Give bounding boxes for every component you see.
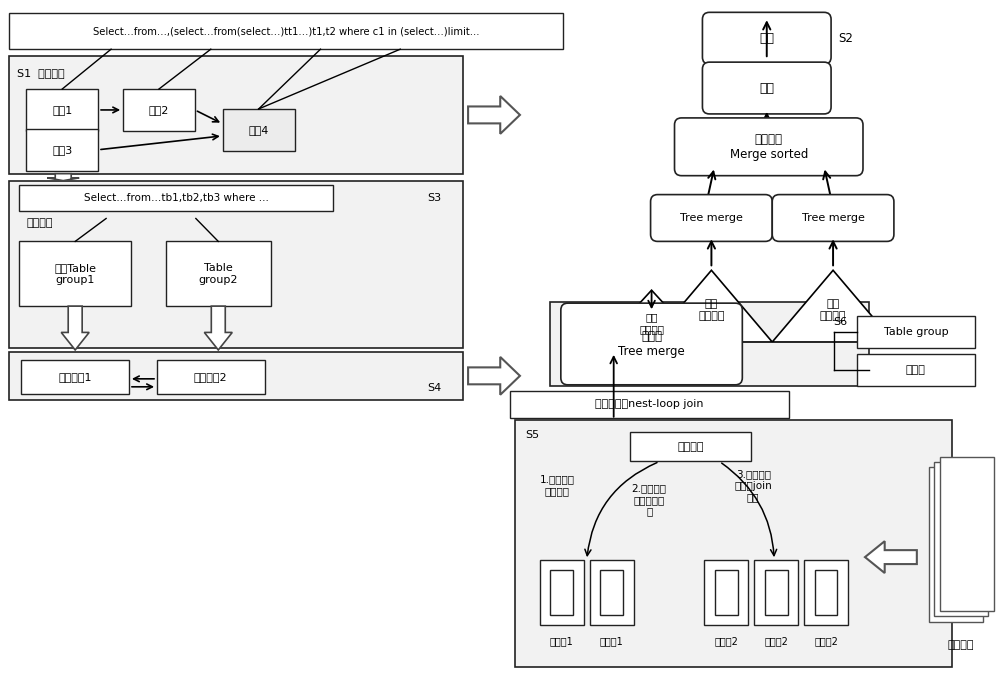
FancyBboxPatch shape — [166, 241, 271, 306]
FancyBboxPatch shape — [702, 12, 831, 64]
Text: 数据节点2: 数据节点2 — [194, 372, 228, 382]
FancyBboxPatch shape — [123, 89, 195, 131]
Text: S3: S3 — [427, 193, 441, 203]
Text: 分片表2: 分片表2 — [714, 636, 738, 645]
FancyBboxPatch shape — [223, 109, 295, 151]
Text: 3.分布式并
行技术join
结果: 3.分布式并 行技术join 结果 — [734, 469, 772, 502]
FancyBboxPatch shape — [550, 570, 573, 615]
FancyBboxPatch shape — [675, 118, 863, 176]
Text: 分片表2: 分片表2 — [814, 636, 838, 645]
Polygon shape — [597, 290, 706, 350]
FancyBboxPatch shape — [857, 316, 975, 348]
FancyBboxPatch shape — [9, 180, 463, 348]
FancyBboxPatch shape — [929, 467, 983, 622]
FancyBboxPatch shape — [515, 420, 952, 666]
FancyBboxPatch shape — [9, 352, 463, 400]
FancyBboxPatch shape — [600, 570, 623, 615]
Text: S2: S2 — [839, 32, 853, 45]
FancyBboxPatch shape — [19, 184, 333, 211]
FancyBboxPatch shape — [765, 570, 788, 615]
Text: S6: S6 — [833, 317, 847, 327]
Text: 发送: 发送 — [759, 32, 774, 45]
FancyBboxPatch shape — [704, 560, 748, 625]
FancyBboxPatch shape — [715, 570, 738, 615]
Polygon shape — [865, 541, 917, 573]
Text: S1  并行执行: S1 并行执行 — [17, 68, 65, 78]
Text: 分片表2: 分片表2 — [764, 636, 788, 645]
Text: 调度节点: 调度节点 — [677, 441, 704, 452]
Text: 2.按需分布
挡动最小数
据: 2.按需分布 挡动最小数 据 — [632, 483, 667, 517]
FancyBboxPatch shape — [26, 89, 98, 131]
Text: Tree merge: Tree merge — [802, 213, 865, 223]
Text: 子树
执行计划: 子树 执行计划 — [820, 299, 846, 321]
FancyBboxPatch shape — [940, 456, 994, 611]
FancyBboxPatch shape — [754, 560, 798, 625]
FancyBboxPatch shape — [934, 462, 988, 616]
FancyBboxPatch shape — [26, 129, 98, 171]
Text: S4: S4 — [427, 383, 441, 393]
Text: 子树
执行计划: 子树 执行计划 — [639, 313, 664, 334]
FancyBboxPatch shape — [815, 570, 837, 615]
FancyBboxPatch shape — [561, 303, 742, 385]
Text: Tree merge: Tree merge — [680, 213, 743, 223]
FancyBboxPatch shape — [540, 560, 584, 625]
FancyBboxPatch shape — [9, 14, 563, 49]
Text: 子協3: 子協3 — [52, 145, 72, 155]
Text: 表组Table
group1: 表组Table group1 — [54, 263, 96, 285]
FancyBboxPatch shape — [510, 391, 789, 418]
Polygon shape — [599, 418, 629, 419]
Text: 常量尼: 常量尼 — [906, 365, 926, 375]
FancyBboxPatch shape — [21, 360, 129, 394]
FancyBboxPatch shape — [630, 432, 751, 462]
FancyBboxPatch shape — [157, 360, 265, 394]
Polygon shape — [47, 174, 79, 180]
Text: Table
group2: Table group2 — [199, 263, 238, 285]
Text: 分片表1: 分片表1 — [600, 636, 624, 645]
Polygon shape — [468, 357, 520, 395]
FancyBboxPatch shape — [590, 560, 634, 625]
Text: Select…from…,(select…from(select…)tt1…)t1,t2 where c1 in (select…)limit...: Select…from…,(select…from(select…)tt1…)t… — [93, 26, 479, 36]
Text: 子協1: 子協1 — [52, 105, 72, 115]
Polygon shape — [468, 96, 520, 134]
Text: 合并排序
Merge sorted: 合并排序 Merge sorted — [730, 133, 808, 161]
Text: 临时表池: 临时表池 — [948, 640, 974, 650]
Polygon shape — [61, 306, 89, 350]
Text: Table group: Table group — [884, 327, 948, 337]
FancyBboxPatch shape — [651, 195, 772, 241]
Text: 可以合并: 可以合并 — [26, 218, 53, 228]
Polygon shape — [204, 306, 232, 350]
Polygon shape — [772, 271, 894, 342]
Text: 子協2: 子協2 — [149, 105, 169, 115]
Text: 数据节点1: 数据节点1 — [58, 372, 92, 382]
Text: 1.数据选取
智能下推: 1.数据选取 智能下推 — [540, 475, 575, 496]
FancyBboxPatch shape — [19, 241, 131, 306]
Text: 子協4: 子協4 — [248, 125, 269, 135]
Text: 分片表1: 分片表1 — [550, 636, 574, 645]
FancyBboxPatch shape — [857, 354, 975, 386]
Polygon shape — [651, 271, 772, 342]
FancyBboxPatch shape — [772, 195, 894, 241]
FancyBboxPatch shape — [804, 560, 848, 625]
Text: 子树
执行计划: 子树 执行计划 — [698, 299, 725, 321]
Text: 限制: 限制 — [759, 81, 774, 94]
Text: 树合并
Tree merge: 树合并 Tree merge — [618, 330, 685, 358]
Text: S5: S5 — [525, 430, 539, 439]
Text: 表级分布式nest-loop join: 表级分布式nest-loop join — [595, 399, 704, 410]
Text: Select…from…tb1,tb2,tb3 where ...: Select…from…tb1,tb2,tb3 where ... — [84, 193, 269, 203]
FancyBboxPatch shape — [702, 62, 831, 114]
FancyBboxPatch shape — [9, 56, 463, 174]
FancyBboxPatch shape — [550, 302, 869, 386]
